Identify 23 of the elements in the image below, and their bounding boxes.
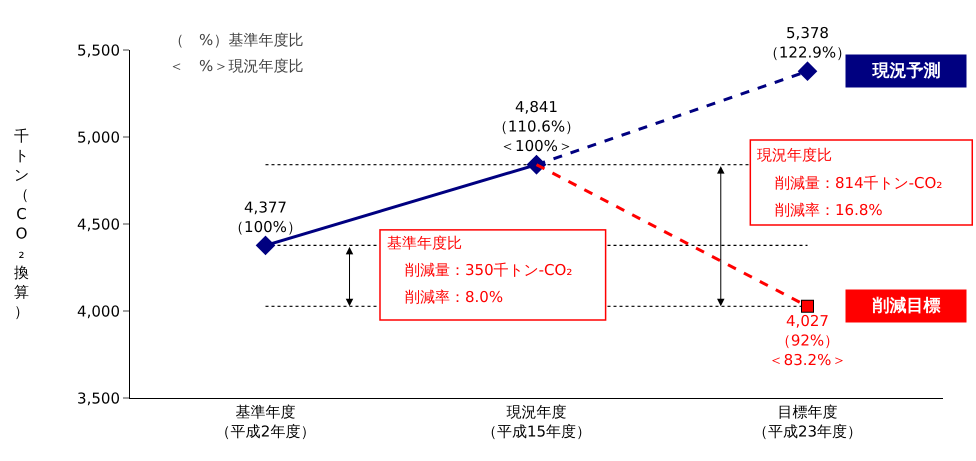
- annotation: 基準年度比: [387, 234, 462, 252]
- text: 現況予測: [872, 61, 940, 81]
- y-tick-label: 5,500: [77, 41, 120, 60]
- annotation: 削減量：814千トン‐CO₂: [775, 174, 942, 192]
- x-tick-label: 目標年度（平成23年度）: [752, 403, 862, 440]
- y-tick-label: 4,500: [77, 215, 120, 234]
- x-tick-label: 現況年度（平成15年度）: [482, 403, 592, 440]
- annotation: 削減率：8.0%: [405, 288, 504, 306]
- data-label: 5,378（122.9%）: [764, 24, 852, 62]
- data-label: 4,027（92%）＜83.2%＞: [768, 312, 846, 370]
- annotation: 削減量：350千トン‐CO₂: [405, 261, 572, 279]
- x-tick-label: 基準年度（平成2年度）: [216, 403, 316, 440]
- y-tick-label: 5,000: [77, 128, 120, 146]
- text: （ %）基準年度比: [169, 31, 304, 49]
- text: 千トン（CO₂換算）: [14, 127, 29, 320]
- annotation: ＜ %＞現況年度比: [169, 57, 304, 75]
- y-tick-label: 4,000: [77, 302, 120, 320]
- data-label: 4,841（110.6%）＜100%＞: [492, 98, 580, 156]
- y-tick-label: 3,500: [77, 389, 120, 408]
- data-label: 4,377（100%）: [229, 198, 302, 236]
- annotation: 削減率：16.8%: [775, 201, 883, 219]
- text: 削減目標: [872, 296, 940, 316]
- annotation: 現況年度比: [757, 146, 832, 164]
